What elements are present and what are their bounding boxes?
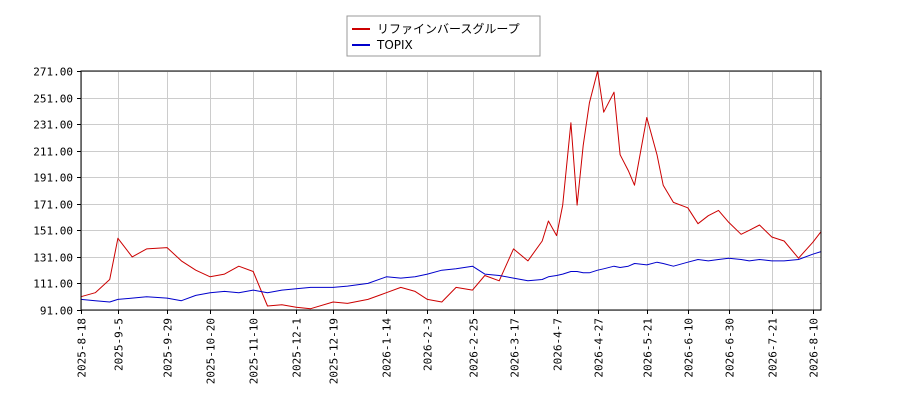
series-line-refinverse	[80, 70, 822, 310]
plot-frame	[80, 70, 822, 311]
x-axis: 2025-8-18 2025-9-5 2025-9-29 2025-10-20 2025…	[76, 310, 821, 384]
x-tick-label: 2026-4-27	[593, 318, 606, 378]
legend-label-refinverse: リファインバースグループ	[377, 22, 520, 36]
x-tick-label: 2026-1-14	[381, 318, 394, 378]
series-lines	[80, 70, 822, 310]
x-tick-label: 2025-11-10	[248, 318, 261, 384]
x-tick-label: 2026-2-3	[422, 318, 435, 371]
legend-box	[346, 15, 541, 57]
grid	[81, 71, 821, 311]
x-tick-label: 2026-6-10	[683, 318, 696, 378]
y-tick-label: 151.00	[33, 225, 73, 238]
y-tick-label: 111.00	[33, 278, 73, 291]
x-tick-label: 2026-8-10	[808, 318, 821, 378]
y-tick-label: 171.00	[33, 199, 73, 212]
x-tick-label: 2025-9-5	[113, 318, 126, 371]
x-tick-label: 2026-5-21	[642, 318, 655, 378]
x-tick-label: 2025-8-18	[76, 318, 89, 378]
x-tick-label: 2026-2-25	[468, 318, 481, 378]
series-line-topix	[80, 251, 822, 303]
legend-label-topix: TOPIX	[376, 38, 413, 52]
y-axis: 271.00 251.00 231.00 211.00 191.00 171.00 151.…	[33, 66, 81, 318]
y-tick-label: 231.00	[33, 119, 73, 132]
x-tick-label: 2026-7-21	[767, 318, 780, 378]
y-tick-label: 131.00	[33, 252, 73, 265]
y-tick-label: 191.00	[33, 172, 73, 185]
legend: リファインバースグループ TOPIX	[346, 15, 541, 57]
y-tick-label: 271.00	[33, 66, 73, 79]
x-tick-label: 2026-3-17	[509, 318, 522, 378]
x-tick-label: 2025-12-1	[291, 318, 304, 378]
x-tick-label: 2025-10-20	[205, 318, 218, 384]
x-tick-label: 2025-12-19	[328, 318, 341, 384]
x-tick-label: 2025-9-29	[162, 318, 175, 378]
y-tick-label: 251.00	[33, 93, 73, 106]
x-tick-label: 2026-4-7	[552, 318, 565, 371]
y-tick-label: 211.00	[33, 146, 73, 159]
x-tick-label: 2026-6-30	[724, 318, 737, 378]
y-tick-label: 91.00	[40, 305, 73, 318]
